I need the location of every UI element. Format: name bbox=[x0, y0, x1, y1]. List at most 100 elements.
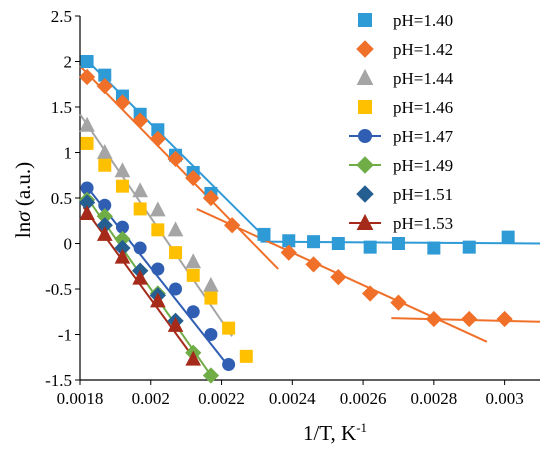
legend-marker bbox=[356, 156, 374, 174]
data-point bbox=[96, 217, 113, 234]
data-point bbox=[186, 268, 200, 282]
data-point bbox=[169, 282, 183, 296]
data-point bbox=[133, 202, 147, 216]
data-point bbox=[114, 230, 131, 248]
data-point bbox=[501, 230, 515, 244]
data-point bbox=[96, 144, 113, 159]
y-tick-label: 0.5 bbox=[51, 189, 72, 208]
legend-label: pH=1.44 bbox=[393, 69, 454, 88]
legend-marker bbox=[358, 100, 372, 114]
data-point bbox=[150, 292, 166, 308]
y-tick-label: 2.5 bbox=[51, 7, 72, 26]
data-point bbox=[167, 316, 184, 332]
data-point bbox=[257, 227, 271, 241]
data-point bbox=[202, 367, 220, 384]
fit-lines bbox=[79, 56, 541, 377]
legend-item: pH=1.51 bbox=[356, 185, 453, 204]
x-tick-label: 0.0028 bbox=[410, 389, 457, 408]
data-point bbox=[425, 310, 442, 328]
legend-marker bbox=[356, 40, 374, 58]
y-tick-label: -0.5 bbox=[45, 280, 72, 299]
legend-label: pH=1.51 bbox=[393, 185, 453, 204]
legend-label: pH=1.40 bbox=[393, 11, 453, 30]
series-4 bbox=[80, 181, 236, 372]
x-tick-label: 0.002 bbox=[132, 389, 170, 408]
fit-line bbox=[79, 65, 279, 270]
data-point bbox=[224, 217, 241, 234]
legend-marker bbox=[356, 213, 374, 230]
data-point bbox=[98, 68, 112, 82]
x-tick-label: 0.0024 bbox=[269, 389, 316, 408]
data-point bbox=[96, 77, 113, 95]
x-tick-label: 0.0026 bbox=[340, 389, 387, 408]
legend-item: pH=1.44 bbox=[356, 68, 454, 88]
legend-label: pH=1.47 bbox=[393, 127, 454, 146]
data-point bbox=[330, 269, 347, 286]
data-point bbox=[80, 181, 94, 195]
data-point bbox=[204, 291, 218, 305]
legend-label: pH=1.49 bbox=[393, 156, 453, 175]
data-point bbox=[362, 285, 379, 302]
series-3 bbox=[80, 136, 253, 363]
y-tick-label: -1.5 bbox=[45, 371, 72, 390]
data-point bbox=[185, 253, 202, 269]
data-point bbox=[114, 248, 131, 264]
series-7 bbox=[79, 205, 202, 366]
data-points bbox=[78, 55, 515, 384]
legend-item: pH=1.49 bbox=[349, 156, 453, 175]
legend-label: pH=1.42 bbox=[393, 40, 453, 59]
legend-marker bbox=[356, 68, 374, 85]
x-axis-title-exponent: -1 bbox=[356, 420, 367, 435]
series-1 bbox=[78, 68, 513, 328]
data-point bbox=[186, 305, 200, 319]
data-point bbox=[115, 179, 129, 193]
y-tick-label: -1 bbox=[58, 326, 72, 345]
data-point bbox=[96, 208, 113, 225]
data-point bbox=[114, 94, 131, 111]
legend: pH=1.40 pH=1.42 pH=1.44 pH=1.46 pH=1.47 pH=1.… bbox=[349, 11, 454, 233]
data-point bbox=[462, 240, 476, 254]
data-point bbox=[222, 321, 236, 335]
y-tick-label: 0 bbox=[64, 235, 73, 254]
legend-label: pH=1.46 bbox=[393, 98, 453, 117]
y-tick-label: 1.5 bbox=[51, 98, 72, 117]
legend-label: pH=1.53 bbox=[393, 214, 453, 233]
data-point bbox=[390, 294, 407, 311]
data-point bbox=[427, 241, 441, 255]
legend-marker bbox=[358, 129, 372, 143]
data-point bbox=[78, 194, 96, 211]
x-tick-label: 0.003 bbox=[485, 389, 523, 408]
data-point bbox=[78, 68, 96, 86]
x-tick-label: 0.0022 bbox=[198, 389, 245, 408]
data-point bbox=[98, 198, 112, 212]
x-tick-label: 0.0018 bbox=[57, 389, 104, 408]
data-point bbox=[363, 240, 377, 254]
legend-item: pH=1.42 bbox=[356, 40, 453, 59]
y-tick-label: 1 bbox=[64, 144, 73, 163]
data-point bbox=[98, 158, 112, 172]
data-point bbox=[222, 358, 236, 372]
data-point bbox=[202, 189, 220, 207]
data-point bbox=[169, 246, 183, 260]
data-point bbox=[280, 244, 297, 261]
legend-item: pH=1.53 bbox=[349, 213, 453, 233]
data-point bbox=[132, 112, 149, 129]
data-point bbox=[151, 123, 165, 137]
data-point bbox=[79, 205, 95, 220]
data-point bbox=[282, 234, 296, 248]
data-point bbox=[496, 310, 513, 328]
legend-marker bbox=[358, 13, 372, 27]
data-point bbox=[461, 310, 478, 328]
data-point bbox=[133, 241, 147, 255]
y-tick-label: 2 bbox=[64, 53, 73, 72]
data-point bbox=[114, 162, 131, 178]
data-point bbox=[115, 220, 129, 234]
data-point bbox=[149, 130, 166, 147]
data-point bbox=[391, 237, 405, 250]
data-point bbox=[80, 136, 94, 150]
data-point bbox=[185, 169, 202, 187]
data-point bbox=[151, 262, 165, 276]
y-axis-title: lnσ (a.u.) bbox=[11, 162, 35, 238]
